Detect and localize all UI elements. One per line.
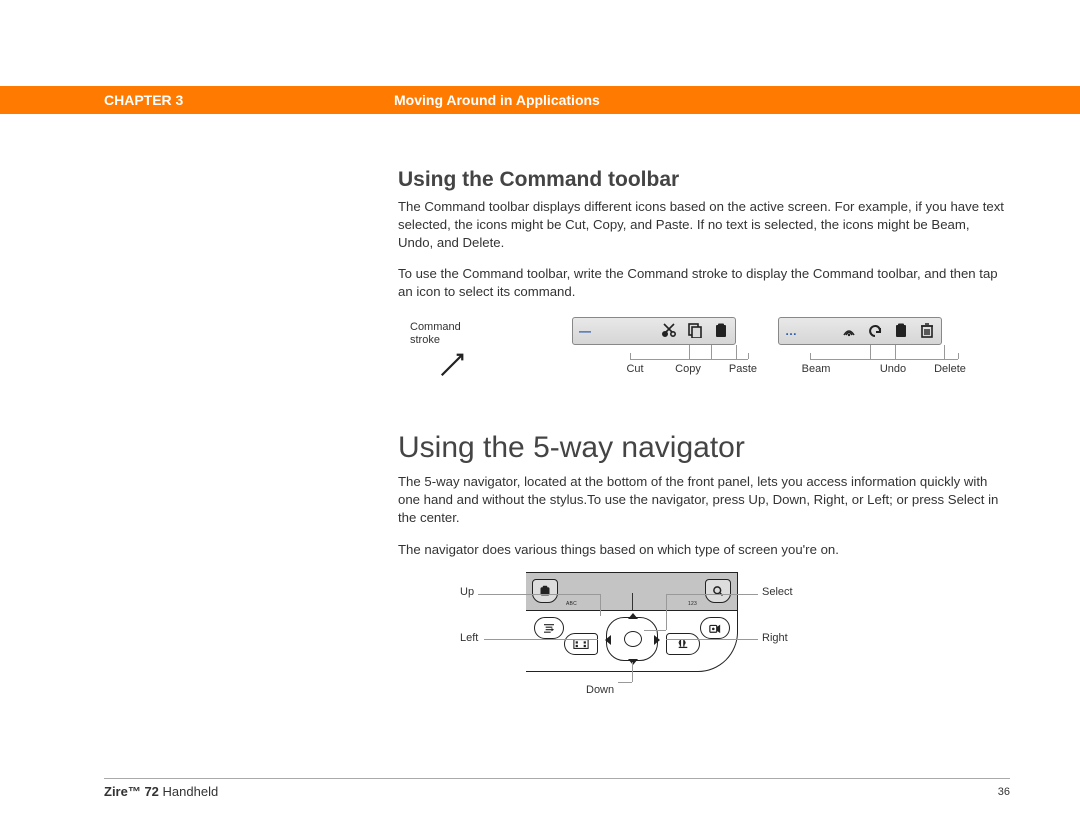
undo-icon [867,322,883,343]
toolbar-indicator: — [579,324,591,338]
chapter-header-bar: CHAPTER 3 Moving Around in Applications [0,86,1080,114]
command-stroke-label: Command stroke [410,321,461,347]
hard-button-2 [564,633,598,655]
toolbar-label-beam: Beam [796,363,836,375]
nav-label-down: Down [586,684,614,696]
callout-line [632,662,633,682]
callout-line [810,353,811,359]
text: stroke [410,334,440,346]
paste-icon [713,322,729,343]
command-toolbar-box-2: … [778,317,942,345]
heading-command-toolbar: Using the Command toolbar [398,168,1008,192]
callout-line [736,345,737,359]
scissors-icon [661,322,677,343]
command-toolbar-box-1: — [572,317,736,345]
command-stroke-glyph [438,351,466,379]
chevron-left-icon [605,635,611,645]
page: CHAPTER 3 Moving Around in Applications … [0,0,1080,834]
navigator-diagram: ABC 123 [398,572,998,712]
delete-icon [919,322,935,343]
callout-line [810,359,958,360]
toolbar-label-cut: Cut [620,363,650,375]
nav-label-left: Left [460,632,478,644]
soft-button-right [705,579,731,603]
toolbar-label-undo: Undo [873,363,913,375]
hard-button-1 [534,617,564,639]
callout-line [870,345,871,359]
callout-line [484,639,598,640]
paragraph: The Command toolbar displays different i… [398,198,1008,251]
command-toolbar-diagram: Command stroke — Cut Copy [398,315,998,405]
chevron-up-icon [628,613,638,619]
content-column: Using the Command toolbar The Command to… [398,168,1008,712]
callout-line [666,594,667,630]
callout-line [944,345,945,359]
paragraph: To use the Command toolbar, write the Co… [398,265,1008,301]
copy-icon [687,322,703,343]
heading-5-way-navigator: Using the 5-way navigator [398,431,1008,465]
paragraph: The 5-way navigator, located at the bott… [398,473,1008,526]
text: Command [410,321,461,333]
footer-rule [104,778,1010,779]
footer-product: Zire™ 72 Handheld [104,784,218,799]
device-outline: ABC 123 [526,572,738,672]
screen-divider [632,593,633,610]
section-title: Moving Around in Applications [394,92,600,108]
footer-page-number: 36 [998,786,1010,798]
paste-icon [893,322,909,343]
toolbar-indicator: … [785,324,797,338]
soft-button-left [532,579,558,603]
nav-label-up: Up [460,586,474,598]
callout-line [630,359,748,360]
callout-line [689,345,690,359]
callout-line [630,353,631,359]
callout-line [958,353,959,359]
callout-line [711,345,712,359]
footer-product-bold: Zire™ 72 [104,784,159,799]
chevron-down-icon [628,659,638,665]
tiny-label-abc: ABC [566,601,577,607]
beam-icon [841,322,857,343]
callout-line [666,639,758,640]
tiny-label-123: 123 [688,601,697,607]
callout-line [895,345,896,359]
device-screen-bottom: ABC 123 [526,573,737,611]
callout-line [644,630,666,631]
hard-button-3 [666,633,700,655]
hard-button-4 [700,617,730,639]
nav-label-right: Right [762,632,788,644]
callout-line [478,594,600,595]
nav-pad [602,615,662,663]
footer-product-rest: Handheld [159,784,218,799]
toolbar-label-copy: Copy [668,363,708,375]
callout-line [666,594,758,595]
callout-line [618,682,632,683]
toolbar-label-delete: Delete [928,363,972,375]
callout-line [748,353,749,359]
chevron-right-icon [654,635,660,645]
callout-line [600,594,601,616]
toolbar-label-paste: Paste [723,363,763,375]
paragraph: The navigator does various things based … [398,541,1008,559]
nav-label-select: Select [762,586,793,598]
chapter-label: CHAPTER 3 [104,92,394,108]
